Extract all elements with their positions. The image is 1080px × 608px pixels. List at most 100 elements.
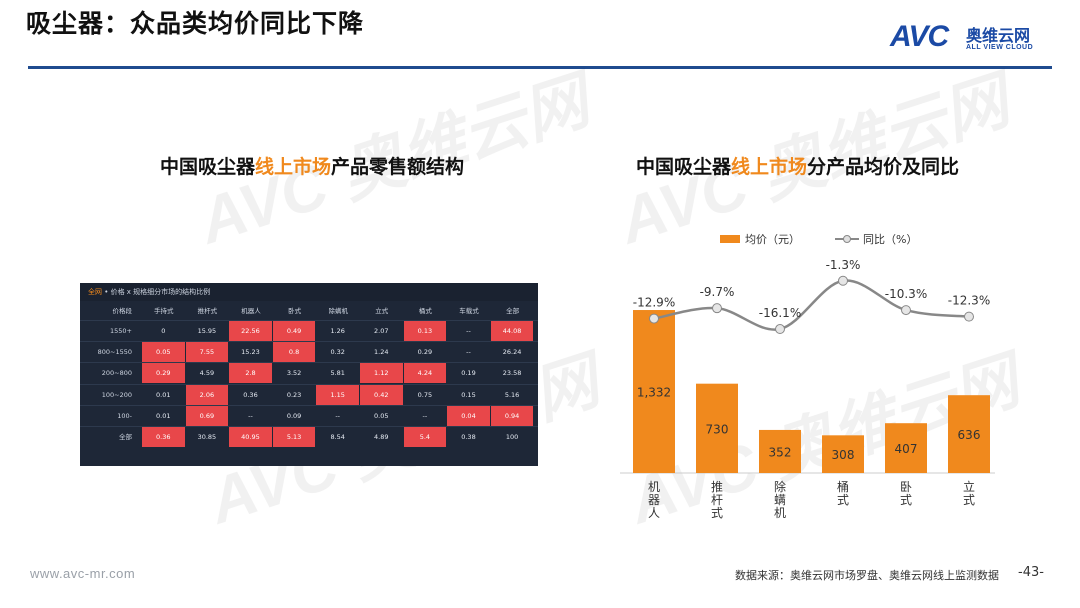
x-tick-label: 推杆式 (711, 480, 723, 520)
bar (948, 395, 990, 473)
yoy-point (649, 313, 659, 324)
heatmap-cell: -- (248, 411, 253, 420)
footer-source: 数据来源：奥维云网市场罗盘、奥维云网线上监测数据 (735, 569, 999, 582)
bar-value-label: 352 (769, 445, 792, 459)
heatmap-row-divider (80, 362, 538, 364)
heatmap-cell: 0.29 (417, 348, 433, 357)
heatmap-cell: 0.05 (142, 342, 185, 363)
bar-value-label: 308 (832, 448, 855, 462)
heatmap-cell: 0.38 (461, 433, 476, 441)
heatmap-cell: 0.05 (374, 411, 389, 420)
heatmap-cell: 1.12 (360, 363, 403, 384)
yoy-point (712, 303, 722, 314)
legend-line-marker (843, 235, 851, 243)
heatmap-cell: 0.36 (243, 390, 258, 399)
heatmap-cell: 0.75 (417, 390, 433, 399)
heatmap-column-header: 机器人 (241, 307, 261, 315)
yoy-value-label: -16.1% (759, 306, 801, 320)
heatmap-cell: -- (422, 411, 428, 420)
heatmap-column-header: 车载式 (459, 307, 479, 315)
heatmap-cell: 0.32 (330, 348, 345, 357)
heatmap-cell: 0.29 (142, 363, 185, 384)
heatmap-cell: 0.15 (461, 390, 476, 399)
heatmap-cell: 1.24 (374, 348, 389, 357)
bar (759, 429, 801, 473)
heatmap-panel-title-rest: • 价格 x 规格细分市场的结构比例 (102, 288, 211, 296)
heatmap-cell: 0.69 (185, 405, 229, 426)
heatmap-cell: 15.95 (197, 327, 217, 335)
heatmap-column-header: 除螨机 (328, 307, 348, 315)
heatmap-cell: 100 (505, 433, 519, 441)
heatmap-title-pre: 中国吸尘器 (160, 156, 256, 178)
bar-title-pre: 中国吸尘器 (636, 156, 732, 178)
heatmap-title-post: 产品零售额结构 (331, 156, 465, 178)
bar-title-highlight: 线上市场 (731, 156, 808, 178)
heatmap-row-header: 1550+ (110, 327, 132, 335)
heatmap-cell: 0.23 (286, 390, 302, 399)
heatmap-row-divider (80, 426, 538, 427)
bar (633, 310, 675, 473)
heatmap-column-header: 立式 (375, 307, 389, 315)
heatmap-cell: 40.95 (229, 427, 272, 447)
legend-bar-swatch (720, 235, 740, 243)
heatmap-row-divider (80, 320, 538, 321)
heatmap-cell: 22.56 (229, 321, 272, 341)
x-tick-label: 桶式 (837, 479, 849, 507)
heatmap-cell: 0 (161, 327, 166, 335)
heatmap-column-header: 手持式 (154, 307, 174, 315)
heatmap-cell: 0.09 (286, 411, 302, 420)
heatmap-cell: 5.81 (330, 369, 345, 378)
heatmap-cell: 0.04 (447, 405, 490, 426)
heatmap-cell: 0.8 (272, 342, 316, 363)
heatmap-row-header: 200~800 (101, 369, 132, 378)
heatmap-cell: 0.19 (461, 369, 476, 378)
heatmap-cell: 2.06 (185, 384, 229, 405)
heatmap-cell: 5.13 (272, 427, 316, 447)
heatmap-panel: 全网 • 价格 x 规格细分市场的结构比例 价格段 手持式 推杆式 机器人 卧式 除螨机 立… (80, 283, 538, 466)
header-divider (28, 66, 1052, 69)
bar-title-post: 分产品均价及同比 (807, 156, 960, 178)
heatmap-cell: -- (466, 327, 471, 335)
bar (822, 435, 864, 473)
logo-en-text: ALL VIEW CLOUD (966, 44, 1034, 51)
heatmap-cell: 15.23 (241, 348, 260, 357)
heatmap-column-header: 推杆式 (197, 307, 218, 315)
heatmap-cell: 2.8 (229, 363, 272, 384)
heatmap-row-divider (80, 383, 538, 385)
heatmap-row-header: 全部 (119, 433, 132, 441)
heatmap-cell: 5.4 (403, 427, 447, 447)
heatmap-cell: 4.89 (374, 433, 389, 441)
heatmap-cell: 7.55 (185, 342, 229, 363)
heatmap-cell: 26.24 (502, 348, 522, 357)
yoy-value-label: -1.3% (826, 258, 861, 272)
heatmap-column-header: 桶式 (418, 307, 432, 315)
brand-logo: AVC 奥维云网 ALL VIEW CLOUD (890, 20, 1060, 60)
heatmap-cell: 4.59 (199, 369, 215, 378)
heatmap-panel-title: 全网 • 价格 x 规格细分市场的结构比例 (88, 287, 210, 297)
heatmap-cell: 1.15 (316, 384, 359, 405)
logo-avc-text: AVC (890, 20, 949, 53)
heatmap-cell: 0.01 (156, 390, 171, 399)
heatmap-cell: 4.24 (403, 363, 447, 384)
x-tick-label: 机器人 (648, 480, 660, 520)
heatmap-row-header: 100~200 (101, 390, 132, 399)
x-tick-label: 除螨机 (774, 479, 786, 520)
heatmap-header-bar: 全网 • 价格 x 规格细分市场的结构比例 (80, 283, 538, 301)
heatmap-cell: 0.13 (403, 321, 447, 341)
x-tick-label: 卧式 (900, 480, 912, 507)
heatmap-row-divider (80, 404, 538, 406)
yoy-value-label: -12.9% (633, 296, 675, 310)
heatmap-cell: 5.16 (504, 390, 520, 399)
heatmap-corner-label: 价格段 (112, 307, 133, 315)
heatmap-title-highlight: 线上市场 (255, 156, 332, 178)
yoy-point (838, 275, 848, 286)
legend-bar-label: 均价（元） (745, 233, 800, 246)
yoy-value-label: -9.7% (700, 285, 735, 299)
bar-value-label: 407 (895, 442, 918, 456)
heatmap-row-divider (80, 341, 538, 343)
yoy-point (775, 324, 785, 335)
heatmap-cell: -- (466, 348, 471, 357)
heatmap-cell: 0.42 (360, 384, 403, 405)
heatmap-cell: 44.08 (490, 321, 534, 341)
heatmap-panel-title-highlight: 全网 (88, 288, 102, 296)
